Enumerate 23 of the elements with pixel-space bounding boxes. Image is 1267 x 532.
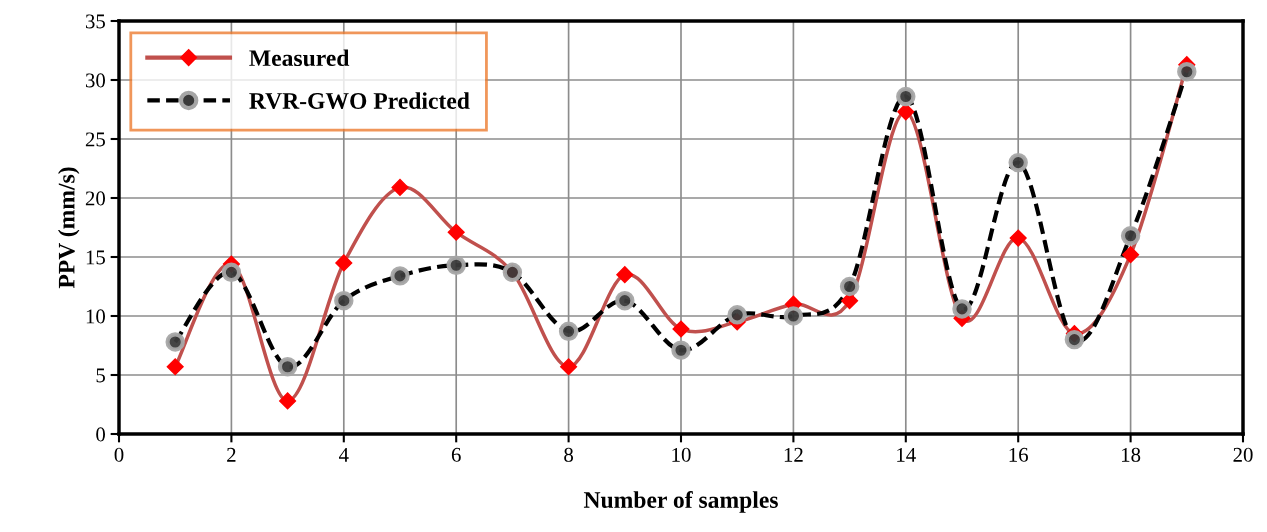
- x-tick-label: 16: [1009, 447, 1028, 462]
- legend-label: RVR-GWO Predicted: [249, 92, 470, 110]
- x-axis-title: Number of samples: [583, 491, 778, 513]
- y-tick-label: 25: [85, 132, 105, 147]
- y-axis-title: PPV (mm/s): [58, 167, 80, 289]
- y-tick-label: 10: [86, 309, 106, 324]
- x-tick-label: 12: [784, 447, 803, 462]
- x-tick-label: 8: [564, 447, 574, 462]
- x-tick-label: 2: [227, 447, 236, 462]
- legend-label: Measured: [249, 49, 350, 67]
- y-tick-label: 15: [86, 250, 105, 265]
- y-tick-label: 35: [85, 14, 105, 29]
- y-tick-label: 30: [85, 73, 106, 88]
- x-tick-label: 10: [672, 447, 691, 462]
- x-tick-label: 18: [1122, 447, 1141, 462]
- x-tick-label: 14: [897, 447, 916, 462]
- y-tick-label: 20: [85, 191, 106, 206]
- x-tick-label: 6: [451, 447, 461, 462]
- y-tick-label: 0: [96, 427, 106, 442]
- y-tick-label: 5: [96, 368, 105, 383]
- x-tick-label: 20: [1233, 447, 1253, 462]
- x-tick-label: 0: [114, 447, 124, 462]
- x-tick-label: 4: [339, 447, 349, 462]
